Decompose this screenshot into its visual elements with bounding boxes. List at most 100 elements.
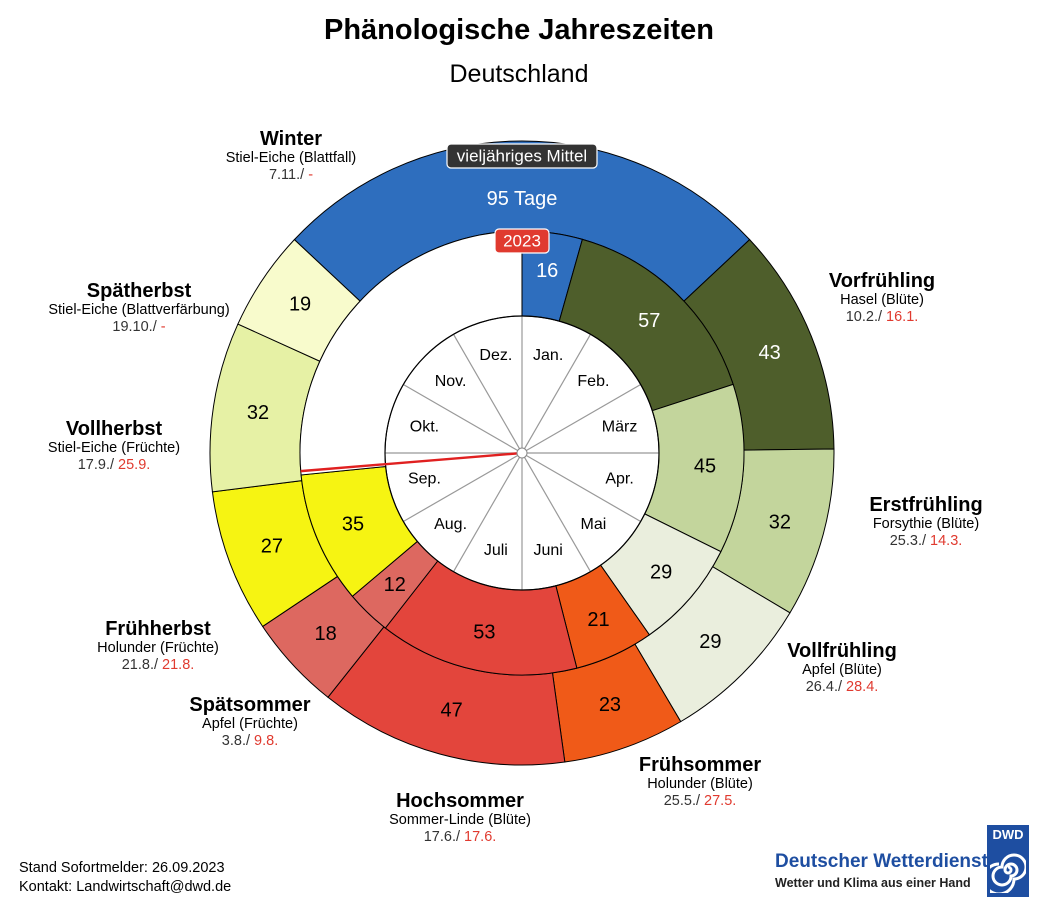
season-2023-date: 21.8. <box>162 656 195 673</box>
season-name: Frühherbst <box>105 618 211 640</box>
dwd-emblem: DWD <box>987 825 1029 897</box>
season-2023-date: - <box>160 318 166 335</box>
outer-value-label-vollfruehling: 29 <box>699 631 721 653</box>
month-label-mai: Mai <box>581 516 607 533</box>
season-2023-date: 9.8. <box>254 732 279 749</box>
dwd-logo: Deutscher Wetterdienst Wetter und Klima … <box>775 824 1037 903</box>
outer-value-label-fruehherbst: 27 <box>261 535 283 557</box>
season-dates: 17.6./ 17.6. <box>330 829 590 845</box>
season-2023-date: 16.1. <box>886 308 919 325</box>
season-caption-spaetherbst: Spätherbst Stiel-Eiche (Blattverfärbung) 1… <box>9 280 269 335</box>
inner-value-label-vollfruehling: 29 <box>650 562 672 584</box>
season-mean-date: 19.10./ <box>112 318 161 335</box>
season-2023-date: 25.9. <box>118 456 151 473</box>
month-divider <box>523 334 592 450</box>
inner-clock-ring <box>384 315 660 591</box>
season-plant: Hasel (Blüte) <box>840 292 924 309</box>
season-caption-fruehsommer: Frühsommer Holunder (Blüte) 25.5./ 27.5. <box>570 754 830 809</box>
season-plant: Apfel (Früchte) <box>202 716 298 733</box>
outer-value-label-vorfruehling: 43 <box>759 342 781 364</box>
season-dates: 10.2./ 16.1. <box>752 309 1012 325</box>
season-plant: Stiel-Eiche (Früchte) <box>47 440 181 457</box>
inner-value-label-erstfruehling: 45 <box>694 455 716 477</box>
mittel-badge-box <box>446 143 598 169</box>
season-name: Vollfrühling <box>787 640 897 662</box>
season-name: Spätsommer <box>189 694 311 716</box>
season-caption-winter: Winter Stiel-Eiche (Blattfall) 7.11./ - <box>161 128 421 183</box>
month-divider <box>525 454 641 523</box>
year-badge: 2023 <box>503 232 541 251</box>
month-label-sep-: Sep. <box>408 471 441 488</box>
dwd-logo-name: Deutscher Wetterdienst <box>775 851 988 872</box>
spiral-icon <box>990 853 1026 893</box>
outer-value-label-winter: 95 Tage <box>487 188 558 210</box>
month-label-juni: Juni <box>533 542 562 559</box>
season-caption-spaetsommer: Spätsommer Apfel (Früchte) 3.8./ 9.8. <box>120 694 380 749</box>
season-name: Hochsommer <box>396 790 524 812</box>
dwd-abbr: DWD <box>992 827 1024 842</box>
season-caption-fruehherbst: Frühherbst Holunder (Früchte) 21.8./ 21.8. <box>28 618 288 673</box>
season-2023-date: 27.5. <box>704 792 737 809</box>
season-plant: Holunder (Früchte) <box>97 640 219 657</box>
month-divider <box>523 456 592 572</box>
season-mean-date: 17.9./ <box>77 456 119 473</box>
chart-title: Phänologische Jahreszeiten <box>323 14 714 46</box>
month-divider <box>452 456 521 572</box>
season-name: Frühsommer <box>638 754 762 776</box>
season-dates: 7.11./ - <box>161 167 421 183</box>
season-dates: 21.8./ 21.8. <box>28 657 288 673</box>
month-label-okt-: Okt. <box>410 418 439 435</box>
season-dates: 19.10./ - <box>9 319 269 335</box>
outer-value-label-vollherbst: 32 <box>247 402 269 424</box>
season-plant: Apfel (Blüte) <box>802 662 882 679</box>
month-divider <box>403 454 519 523</box>
month-divider <box>403 383 519 452</box>
season-2023-date: 17.6. <box>464 828 497 845</box>
season-mean-date: 21.8./ <box>121 656 163 673</box>
stand-date: Stand Sofortmelder: 26.09.2023 <box>19 860 225 876</box>
season-name: Vollherbst <box>65 418 163 440</box>
season-mean-date: 25.3./ <box>889 532 931 549</box>
season-mean-date: 25.5./ <box>663 792 705 809</box>
season-plant: Stiel-Eiche (Blattverfärbung) <box>48 302 230 319</box>
season-caption-vollherbst: Vollherbst Stiel-Eiche (Früchte) 17.9./ 25… <box>0 418 244 473</box>
season-dates: 17.9./ 25.9. <box>0 457 244 473</box>
inner-value-label-vorfruehling: 57 <box>638 310 660 332</box>
inner-value-label-winter: 16 <box>536 260 558 282</box>
season-name: Erstfrühling <box>869 494 983 516</box>
month-label-aug-: Aug. <box>434 516 467 533</box>
season-mean-date: 7.11./ <box>268 166 309 183</box>
contact-info: Kontakt: Landwirtschaft@dwd.de <box>19 879 232 895</box>
season-caption-hochsommer: Hochsommer Sommer-Linde (Blüte) 17.6./ 17.… <box>330 790 590 845</box>
current-date-hand <box>300 451 523 473</box>
outer-value-label-fruehsommer: 23 <box>599 694 621 716</box>
outer-value-label-spaetsommer: 18 <box>315 623 337 645</box>
season-name: Winter <box>259 128 323 150</box>
mittel-badge: vieljähriges Mittel <box>457 147 587 166</box>
clock-center <box>516 447 528 459</box>
inner-value-label-fruehsommer: 21 <box>587 609 609 631</box>
season-mean-date: 3.8./ <box>221 732 255 749</box>
season-plant: Holunder (Blüte) <box>647 776 753 793</box>
chart-subtitle: Deutschland <box>449 60 589 88</box>
month-label-dez-: Dez. <box>479 347 512 364</box>
outer-value-label-erstfruehling: 32 <box>769 511 791 533</box>
month-label-nov-: Nov. <box>435 373 467 390</box>
season-mean-date: 26.4./ <box>805 678 847 695</box>
season-dates: 26.4./ 28.4. <box>712 679 972 695</box>
season-name: Vorfrühling <box>828 270 936 292</box>
outer-value-label-spaetherbst: 19 <box>289 294 311 316</box>
season-2023-date: 14.3. <box>930 532 963 549</box>
season-caption-vollfruehling: Vollfrühling Apfel (Blüte) 26.4./ 28.4. <box>712 640 972 695</box>
season-plant: Stiel-Eiche (Blattfall) <box>225 150 357 167</box>
season-dates: 3.8./ 9.8. <box>120 733 380 749</box>
season-2023-date: - <box>308 166 314 183</box>
season-caption-erstfruehling: Erstfrühling Forsythie (Blüte) 25.3./ 14.3… <box>796 494 1038 549</box>
inner-value-label-hochsommer: 53 <box>473 622 495 644</box>
season-dates: 25.3./ 14.3. <box>796 533 1038 549</box>
inner-value-label-fruehherbst: 35 <box>342 513 364 535</box>
inner-value-label-spaetsommer: 12 <box>384 574 406 596</box>
month-divider <box>525 383 641 452</box>
month-label-feb-: Feb. <box>577 373 609 390</box>
